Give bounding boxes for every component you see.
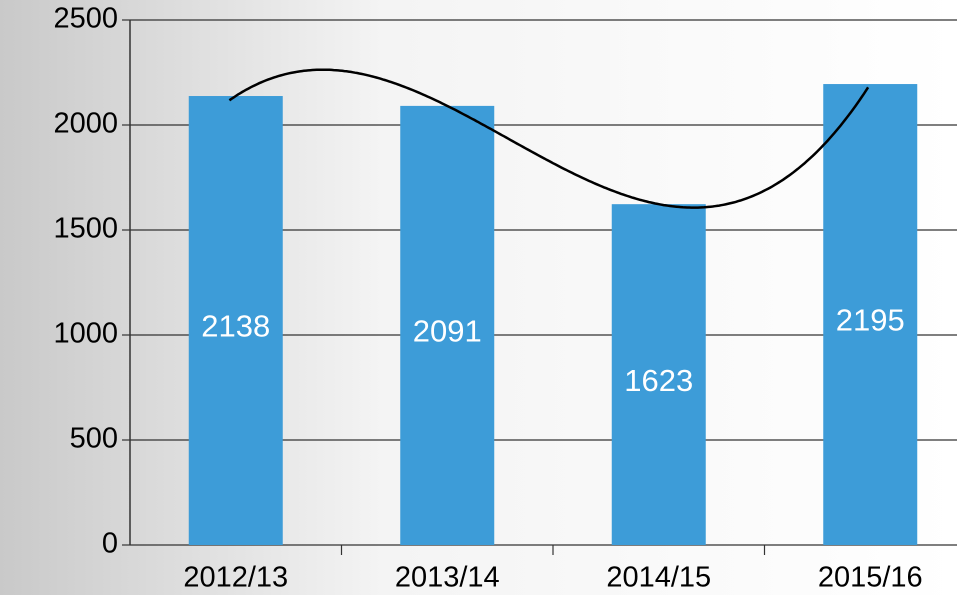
bar — [611, 204, 706, 546]
y-tick-label: 0 — [102, 528, 118, 560]
x-tick-label: 2012/13 — [183, 562, 288, 594]
value-label: 1623 — [624, 363, 693, 398]
y-tick-label: 1000 — [53, 318, 118, 350]
x-tick-label: 2014/15 — [606, 562, 711, 594]
value-label: 2091 — [413, 314, 482, 349]
y-tick-label: 1500 — [53, 213, 118, 245]
y-tick-label: 2000 — [53, 108, 118, 140]
trendline — [228, 68, 870, 209]
value-label: 2195 — [836, 303, 905, 338]
y-tick-label: 2500 — [53, 3, 118, 35]
value-label: 2138 — [201, 309, 270, 344]
y-tick-label: 500 — [70, 423, 118, 455]
bar — [400, 105, 495, 545]
x-tick-label: 2015/16 — [818, 562, 923, 594]
bar — [188, 96, 283, 546]
bar — [823, 84, 918, 546]
x-tick-label: 2013/14 — [395, 562, 500, 594]
